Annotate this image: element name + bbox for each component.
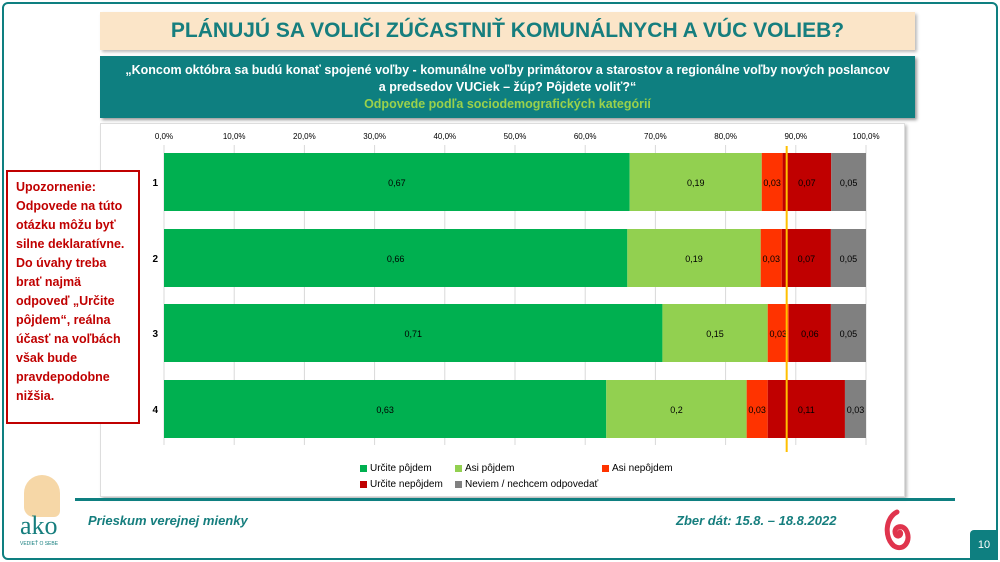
bar-segment [788, 304, 831, 362]
bar-segment [164, 380, 607, 438]
bar-segment [767, 380, 845, 438]
question-line-1: „Koncom októbra sa budú konať spojené vo… [125, 63, 890, 77]
legend-label: Neviem / nechcem odpovedať [465, 479, 599, 490]
bar-segment [767, 304, 789, 362]
legend-swatch [602, 465, 609, 472]
x-tick-label: 20,0% [293, 132, 316, 141]
question-box: „Koncom októbra sa budú konať spojené vo… [100, 56, 915, 118]
legend-swatch [455, 481, 462, 488]
bar-segment [164, 304, 663, 362]
logo-text: ako [20, 511, 58, 540]
question-line-2: a predsedov VUCiek – žúp? Pôjdete voliť?… [378, 80, 637, 94]
bar-segment [830, 304, 866, 362]
x-tick-label: 10,0% [223, 132, 246, 141]
data-label: 0,19 [687, 178, 705, 188]
page-number: 10 [970, 530, 998, 560]
data-label: 0,05 [840, 178, 858, 188]
data-label: 0,05 [840, 254, 858, 264]
logo-tagline: VEDIEŤ O SEBE [20, 541, 59, 547]
data-label: 0,67 [388, 178, 406, 188]
footer-survey: Prieskum verejnej mienky [88, 513, 248, 528]
category-label: 3 [152, 329, 158, 340]
bar-segment [782, 153, 832, 211]
legend-item: Asi nepôjdem [602, 463, 673, 474]
data-label: 0,07 [798, 178, 816, 188]
agency-logo-icon [884, 509, 911, 550]
data-label: 0,06 [801, 329, 819, 339]
data-label: 0,19 [685, 254, 703, 264]
data-label: 0,03 [847, 405, 865, 415]
legend-label: Určite nepôjdem [370, 479, 443, 490]
legend-swatch [360, 481, 367, 488]
data-label: 0,03 [763, 178, 781, 188]
bar-segment [761, 153, 783, 211]
legend-item: Neviem / nechcem odpovedať [455, 479, 598, 490]
bar-segment [627, 229, 761, 287]
legend-item: Určite nepôjdem [360, 479, 443, 490]
data-label: 0,07 [798, 254, 816, 264]
data-label: 0,03 [748, 405, 766, 415]
bar-segment [662, 304, 768, 362]
data-label: 0,71 [404, 329, 422, 339]
legend-label: Asi pôjdem [465, 463, 515, 474]
x-tick-label: 70,0% [644, 132, 667, 141]
bar-segment [606, 380, 747, 438]
legend-item: Asi pôjdem [455, 463, 514, 474]
data-label: 0,15 [706, 329, 724, 339]
bar-segment [629, 153, 762, 211]
x-tick-label: 80,0% [714, 132, 737, 141]
x-tick-label: 90,0% [784, 132, 807, 141]
data-label: 0,05 [840, 329, 858, 339]
footer-dates: Zber dát: 15.8. – 18.8.2022 [676, 513, 837, 528]
data-label: 0,66 [387, 254, 405, 264]
data-label: 0,03 [769, 329, 787, 339]
head-icon [24, 475, 60, 517]
legend-label: Určite pôjdem [370, 463, 432, 474]
bar-segment [831, 153, 866, 211]
category-label: 4 [152, 405, 158, 416]
legend-swatch [455, 465, 462, 472]
bar-segment [830, 229, 866, 287]
category-label: 1 [152, 178, 158, 189]
legend-item: Určite pôjdem [360, 463, 432, 474]
ako-logo: ako VEDIEŤ O SEBE [18, 475, 78, 555]
data-label: 0,63 [376, 405, 394, 415]
data-label: 0,11 [798, 405, 815, 415]
legend-swatch [360, 465, 367, 472]
x-tick-label: 40,0% [433, 132, 456, 141]
category-label: 2 [152, 254, 158, 265]
bar-segment [760, 229, 782, 287]
footer-divider [75, 498, 955, 501]
x-tick-label: 100,0% [852, 132, 879, 141]
x-tick-label: 60,0% [574, 132, 597, 141]
bar-segment [164, 229, 628, 287]
bar-segment [164, 153, 630, 211]
bar-segment [746, 380, 768, 438]
data-label: 0,03 [762, 254, 780, 264]
data-label: 0,2 [670, 405, 683, 415]
bar-segment [844, 380, 866, 438]
x-tick-label: 30,0% [363, 132, 386, 141]
warning-note: Upozornenie: Odpovede na túto otázku môž… [6, 170, 140, 424]
x-tick-label: 50,0% [504, 132, 527, 141]
slide-title: PLÁNUJÚ SA VOLIČI ZÚČASTNIŤ KOMUNÁLNYCH … [100, 12, 915, 50]
question-subtitle: Odpovede podľa sociodemografických kateg… [364, 97, 651, 111]
legend-label: Asi nepôjdem [612, 463, 673, 474]
bar-segment [781, 229, 831, 287]
x-tick-label: 0,0% [155, 132, 173, 141]
